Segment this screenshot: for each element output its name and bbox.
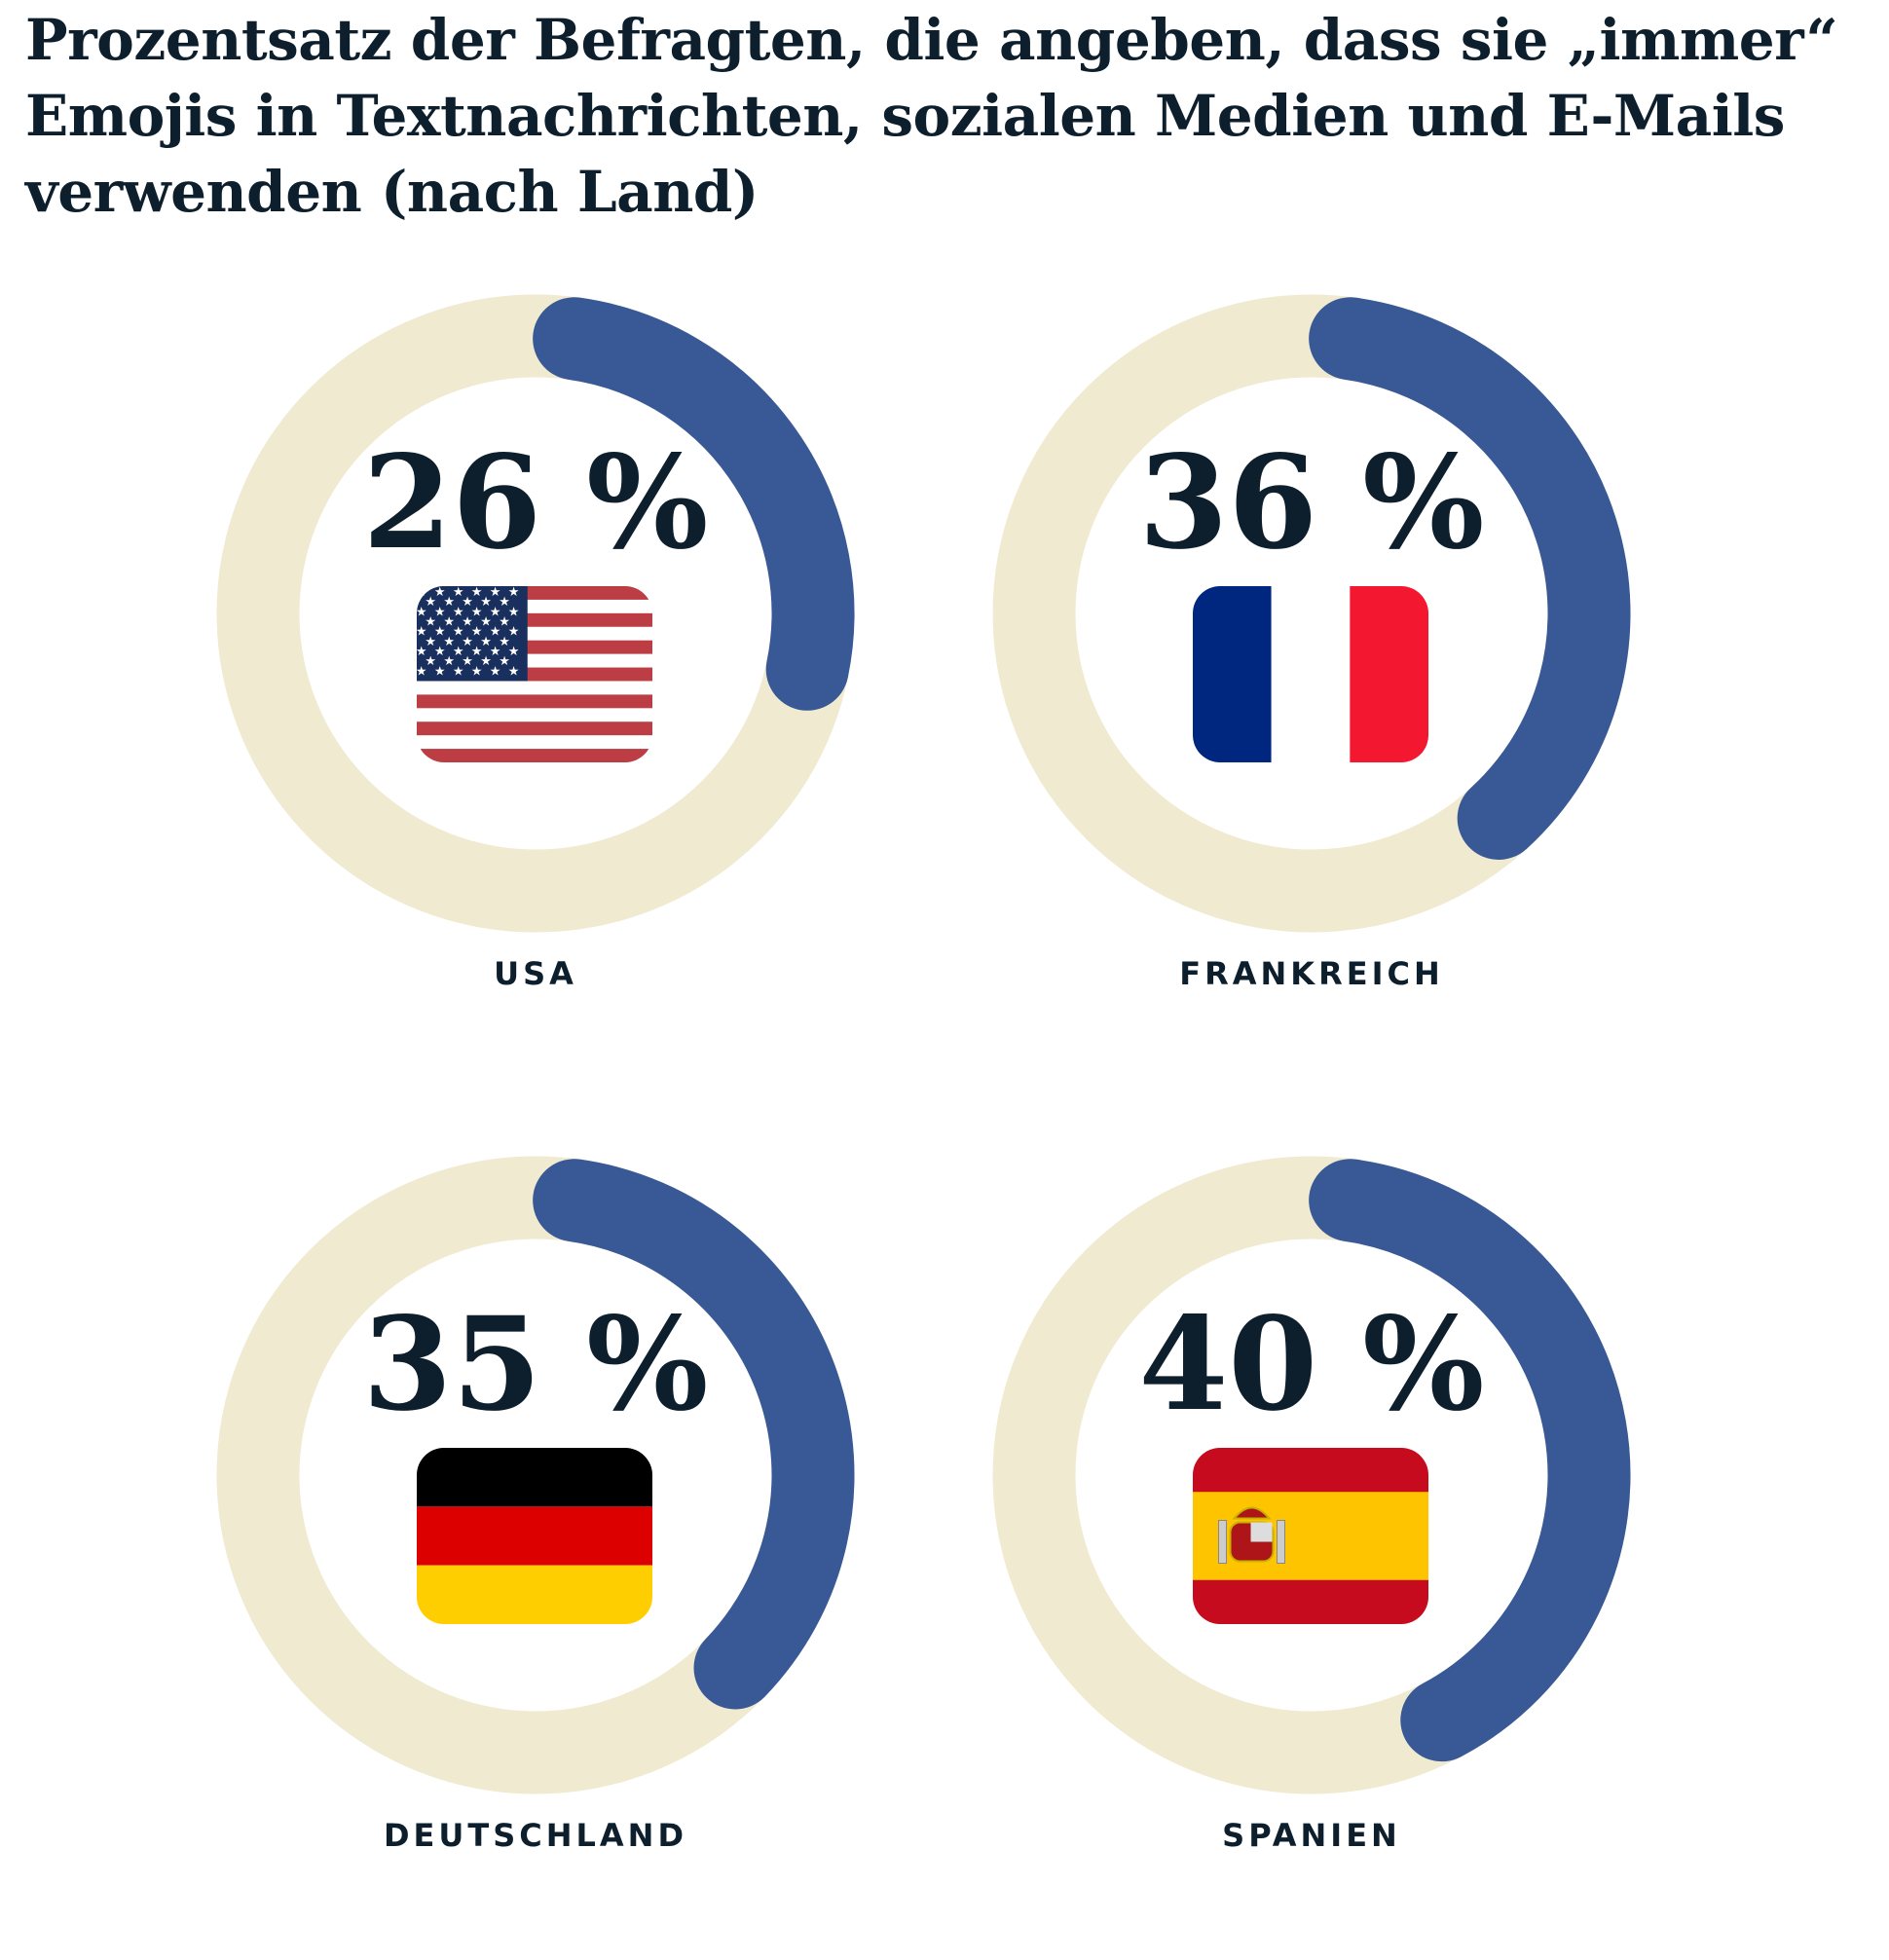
svg-text:★: ★ bbox=[471, 625, 483, 640]
svg-text:★: ★ bbox=[508, 585, 520, 600]
svg-text:★: ★ bbox=[508, 625, 520, 640]
svg-text:★: ★ bbox=[434, 605, 446, 619]
svg-text:★: ★ bbox=[471, 585, 483, 600]
svg-text:★: ★ bbox=[416, 605, 427, 619]
svg-text:★: ★ bbox=[471, 605, 483, 619]
chart-title: Prozentsatz der Befragten, die angeben, … bbox=[25, 7, 1838, 225]
svg-text:★: ★ bbox=[453, 645, 464, 659]
donut-frankreich: 36 % FRANKREICH bbox=[992, 294, 1631, 992]
svg-text:★: ★ bbox=[453, 664, 464, 679]
svg-text:★: ★ bbox=[490, 664, 501, 679]
country-label: DEUTSCHLAND bbox=[384, 1817, 687, 1854]
svg-text:★: ★ bbox=[490, 625, 501, 640]
svg-text:★: ★ bbox=[453, 605, 464, 619]
percent-label: 40 % bbox=[1138, 1289, 1484, 1440]
svg-text:★: ★ bbox=[508, 664, 520, 679]
de-flag-icon bbox=[417, 1448, 652, 1624]
svg-text:★: ★ bbox=[499, 635, 510, 649]
svg-text:★: ★ bbox=[434, 625, 446, 640]
svg-text:★: ★ bbox=[453, 585, 464, 600]
svg-text:★: ★ bbox=[443, 635, 455, 649]
es-flag-icon bbox=[1193, 1448, 1428, 1624]
svg-text:★: ★ bbox=[499, 595, 510, 610]
svg-text:★: ★ bbox=[480, 654, 492, 669]
svg-text:★: ★ bbox=[443, 595, 455, 610]
percent-label: 26 % bbox=[362, 427, 708, 578]
donut-value-arc bbox=[533, 297, 855, 711]
svg-text:★: ★ bbox=[499, 654, 510, 669]
us-flag-icon: ★ ★ ★ ★ ★ ★★ ★ ★ ★ ★★ ★ ★ ★ ★ ★★ ★ ★ ★ ★★ ★ ★ ★ ★ ★★ ★ ★ ★ ★★ ★ ★ ★ ★ ★★… bbox=[416, 585, 652, 762]
donut-value-arc bbox=[1309, 297, 1631, 860]
donut-deutschland: 35 % DEUTSCHLAND bbox=[216, 1156, 855, 1854]
fr-flag-icon bbox=[1193, 586, 1428, 762]
svg-text:★: ★ bbox=[508, 605, 520, 619]
donut-value-arc bbox=[1309, 1159, 1631, 1762]
svg-text:★: ★ bbox=[490, 605, 501, 619]
svg-text:★: ★ bbox=[462, 595, 473, 610]
svg-text:★: ★ bbox=[508, 645, 520, 659]
svg-text:★: ★ bbox=[416, 645, 427, 659]
svg-text:★: ★ bbox=[434, 664, 446, 679]
country-label: SPANIEN bbox=[1222, 1817, 1401, 1854]
svg-text:★: ★ bbox=[434, 585, 446, 600]
donut-usa: 26 %★ ★ ★ ★ ★ ★★ ★ ★ ★ ★★ ★ ★ ★ ★ ★★ ★ ★ ★ ★★ ★ ★ ★ ★ ★★ ★ ★ ★ ★★ ★ ★… bbox=[216, 294, 855, 992]
svg-text:★: ★ bbox=[434, 645, 446, 659]
svg-text:★: ★ bbox=[462, 615, 473, 630]
svg-text:★: ★ bbox=[416, 625, 427, 640]
donut-value-arc bbox=[533, 1159, 855, 1710]
svg-text:★: ★ bbox=[480, 635, 492, 649]
svg-text:★: ★ bbox=[471, 664, 483, 679]
svg-text:★: ★ bbox=[416, 664, 427, 679]
country-label: USA bbox=[494, 955, 577, 992]
svg-text:★: ★ bbox=[443, 615, 455, 630]
svg-text:★: ★ bbox=[490, 645, 501, 659]
svg-text:★: ★ bbox=[462, 654, 473, 669]
svg-text:★: ★ bbox=[480, 615, 492, 630]
percent-label: 35 % bbox=[362, 1289, 708, 1440]
svg-text:★: ★ bbox=[480, 595, 492, 610]
svg-text:★: ★ bbox=[443, 654, 455, 669]
svg-text:★: ★ bbox=[425, 615, 436, 630]
percent-label: 36 % bbox=[1138, 427, 1484, 578]
country-label: FRANKREICH bbox=[1179, 955, 1444, 992]
svg-text:★: ★ bbox=[425, 654, 436, 669]
svg-text:★: ★ bbox=[425, 595, 436, 610]
svg-text:★: ★ bbox=[499, 615, 510, 630]
svg-text:★: ★ bbox=[462, 635, 473, 649]
svg-text:★: ★ bbox=[425, 635, 436, 649]
svg-text:★: ★ bbox=[490, 585, 501, 600]
svg-text:★: ★ bbox=[471, 645, 483, 659]
donut-spanien: 40 % SPANIEN bbox=[992, 1156, 1631, 1854]
svg-text:★: ★ bbox=[453, 625, 464, 640]
